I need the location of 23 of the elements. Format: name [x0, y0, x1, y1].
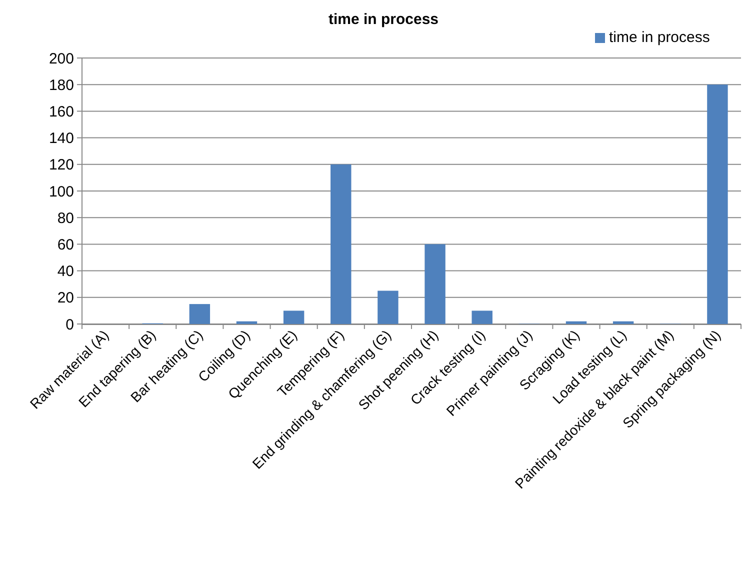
- y-tick-label: 60: [57, 236, 74, 254]
- bar: [378, 290, 398, 324]
- y-tick-label: 0: [66, 316, 74, 334]
- bar: [283, 310, 304, 324]
- y-tick-label: 120: [48, 156, 74, 174]
- bar: [189, 304, 210, 324]
- bar: [472, 310, 492, 324]
- bar: [566, 321, 587, 324]
- bar: [236, 321, 258, 324]
- y-tick-label: 100: [48, 183, 74, 200]
- bar: [707, 84, 728, 324]
- y-tick-label: 80: [57, 210, 74, 227]
- y-tick-label: 180: [48, 76, 74, 94]
- bar: [612, 321, 634, 324]
- y-tick-label: 20: [57, 290, 74, 307]
- bar: [330, 164, 352, 324]
- chart-title: time in process: [328, 11, 439, 28]
- bar: [424, 244, 446, 324]
- y-tick-label: 200: [48, 50, 74, 68]
- y-tick-label: 40: [57, 263, 74, 280]
- legend-label: time in process: [609, 29, 710, 46]
- y-tick-label: 160: [48, 103, 74, 120]
- y-tick-label: 140: [48, 130, 74, 148]
